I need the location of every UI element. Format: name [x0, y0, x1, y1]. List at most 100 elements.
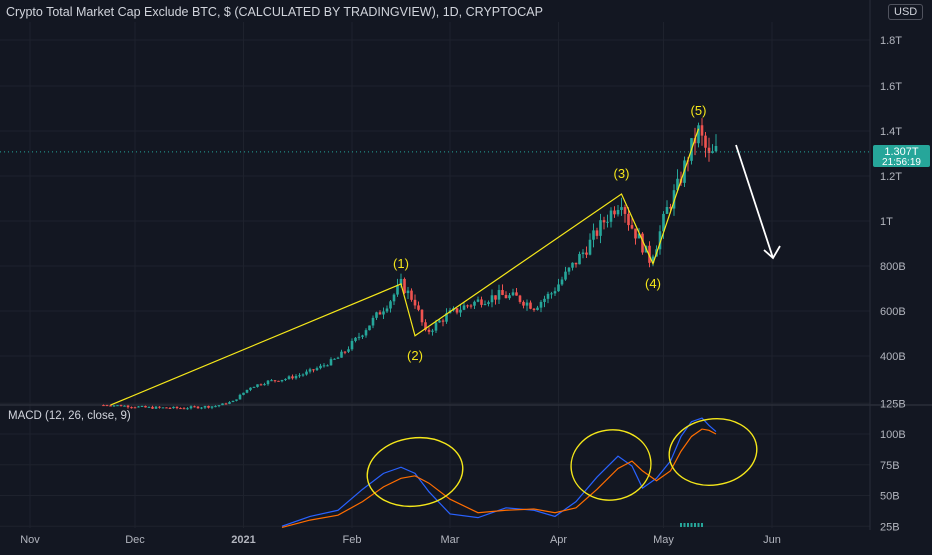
candle: [207, 405, 210, 409]
candle: [396, 278, 399, 297]
candle-body: [529, 302, 532, 309]
candle-body: [627, 213, 630, 226]
candle: [504, 291, 508, 299]
candle: [623, 204, 627, 223]
candle: [182, 407, 186, 410]
macd-highlight-circle-3: [668, 418, 758, 486]
candle: [413, 294, 417, 309]
candle-body: [340, 351, 343, 358]
wave-label-4: (4): [645, 276, 661, 291]
candle-body: [501, 290, 504, 295]
candle-body: [466, 305, 469, 307]
candle-body: [399, 278, 403, 286]
candle-body: [277, 380, 280, 382]
candle-body: [270, 380, 273, 382]
currency-button[interactable]: USD: [888, 4, 924, 20]
candle: [571, 262, 574, 271]
candle: [459, 304, 462, 317]
candle-body: [235, 399, 238, 401]
candle-body: [252, 386, 256, 388]
candle-body: [676, 178, 679, 191]
candle-body: [308, 369, 312, 372]
candle-body: [378, 312, 382, 315]
candle: [375, 311, 378, 320]
candle-body: [326, 365, 329, 367]
candle-body: [480, 299, 483, 305]
candle: [130, 406, 133, 409]
candle-body: [161, 407, 165, 409]
candle-body: [574, 262, 578, 265]
candle-body: [483, 303, 487, 305]
candle: [235, 399, 238, 402]
candle: [315, 366, 319, 371]
candle-body: [497, 290, 501, 300]
candle: [427, 327, 431, 335]
candle-body: [284, 378, 287, 380]
candle-body: [182, 408, 186, 410]
macd-highlight-circle-1: [366, 436, 464, 508]
candle: [319, 363, 322, 370]
candle: [217, 405, 221, 408]
candle: [116, 405, 119, 407]
candle: [161, 407, 165, 409]
arrow-shaft: [735, 144, 774, 259]
candle: [634, 228, 637, 245]
candle: [196, 406, 200, 409]
candle-body: [494, 295, 497, 300]
candle: [609, 207, 613, 228]
candle-body: [200, 407, 203, 409]
candle: [361, 334, 364, 339]
arrow-head: [763, 245, 781, 260]
candle-body: [564, 271, 567, 280]
candle: [595, 227, 599, 240]
candle: [483, 300, 487, 306]
candle: [406, 286, 410, 299]
candle: [714, 134, 718, 153]
candle-body: [189, 406, 193, 409]
y-tick-label: 400B: [880, 351, 906, 363]
macd-y-tick-label: 100B: [880, 429, 906, 441]
y-tick-label: 1.8T: [880, 35, 902, 47]
candle: [105, 404, 109, 407]
candle-body: [126, 405, 130, 408]
candle: [165, 407, 168, 409]
candle-body: [298, 375, 301, 377]
candle-body: [102, 405, 105, 407]
candle-body: [109, 405, 112, 407]
candle: [557, 278, 560, 292]
candle-body: [301, 374, 305, 376]
candle: [336, 356, 340, 359]
macd-y-tick-label: 50B: [880, 491, 900, 503]
candle: [630, 217, 634, 230]
candle: [532, 307, 536, 312]
candle: [126, 404, 130, 409]
candle: [564, 266, 567, 281]
macd-y-tick-label: 125B: [880, 398, 906, 410]
x-tick-label: Mar: [441, 534, 460, 546]
candle-body: [697, 125, 700, 144]
candle-body: [637, 233, 641, 239]
candle-body: [133, 407, 137, 409]
candle-body: [504, 294, 508, 299]
wave-label-1: (1): [393, 256, 409, 271]
candle-body: [658, 231, 662, 250]
down-arrow: [735, 144, 781, 260]
candle: [158, 406, 161, 409]
candle-body: [224, 403, 228, 405]
candle: [641, 232, 644, 255]
candle: [627, 207, 630, 231]
candle: [284, 378, 287, 382]
candle-body: [217, 405, 221, 407]
candle: [228, 401, 231, 405]
candle: [588, 233, 592, 256]
candle: [242, 392, 245, 396]
candle: [574, 262, 578, 268]
candle: [441, 318, 445, 327]
candle-body: [179, 408, 182, 410]
candle: [144, 405, 147, 408]
candle-body: [473, 301, 476, 306]
candle: [249, 387, 252, 392]
candle-body: [336, 357, 340, 359]
